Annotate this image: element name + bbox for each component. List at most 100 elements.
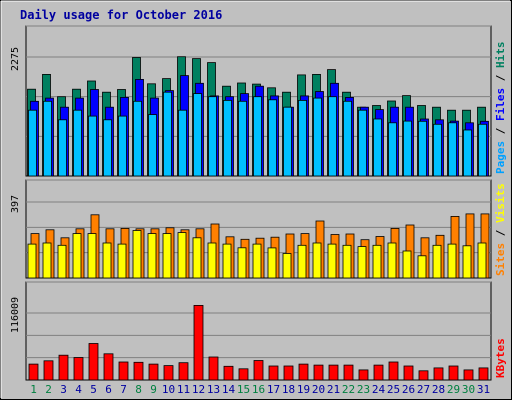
bar-kbytes-day-11 [178, 362, 189, 381]
bar-pages-day-17 [268, 99, 277, 177]
bar-sites-day-5 [87, 233, 97, 279]
bar-kbytes-day-13 [208, 356, 219, 381]
legend-part: Pages [494, 141, 507, 174]
bar-pages-day-27 [418, 120, 427, 177]
bar-pages-day-5 [88, 115, 97, 177]
bar-sites-day-21 [327, 243, 337, 279]
bar-kbytes-day-2 [43, 360, 54, 381]
bar-sites-day-20 [312, 242, 322, 279]
legend-part: Sites [494, 243, 507, 276]
bar-sites-day-18 [282, 253, 292, 279]
x-tick-label-17: 17 [267, 383, 280, 396]
x-tick-label-13: 13 [207, 383, 220, 396]
bar-kbytes-day-7 [118, 361, 129, 381]
panel-visits-sites: 397 Sites / Visits [10, 179, 507, 279]
bar-kbytes-day-25 [388, 361, 399, 381]
bar-pages-day-15 [238, 100, 247, 177]
x-axis-labels: 1 2 3 4 5 6 7 8 9 10 11 12 13 14 15 16 17 18 19 20 21 22 23 24 2… [30, 383, 490, 396]
legend-part: / [494, 121, 507, 141]
bar-kbytes-day-10 [163, 365, 174, 381]
bar-pages-day-28 [433, 123, 442, 177]
x-tick-label-2: 2 [45, 383, 52, 396]
bar-pages-day-23 [358, 109, 367, 177]
bar-pages-day-10 [163, 91, 172, 177]
bar-pages-day-6 [103, 119, 112, 177]
legend-part: / [494, 68, 507, 88]
bar-pages-day-21 [328, 96, 337, 177]
x-tick-label-28: 28 [432, 383, 445, 396]
side-legend: Sites / Visits [494, 183, 507, 276]
bar-pages-day-2 [43, 100, 52, 177]
bar-pages-day-19 [298, 100, 307, 177]
bar-pages-day-30 [463, 129, 472, 177]
x-tick-label-4: 4 [75, 383, 82, 396]
legend-part: Visits [494, 183, 507, 223]
bar-kbytes-day-8 [133, 361, 144, 381]
x-tick-label-29: 29 [447, 383, 460, 396]
x-tick-label-22: 22 [342, 383, 355, 396]
bar-sites-day-17 [267, 247, 277, 279]
x-tick-label-16: 16 [252, 383, 265, 396]
x-tick-label-11: 11 [177, 383, 190, 396]
side-legend: KBytes [494, 338, 507, 378]
bar-sites-day-2 [42, 242, 52, 279]
bar-kbytes-day-3 [58, 354, 69, 381]
bar-sites-day-1 [27, 243, 37, 279]
bar-sites-day-10 [162, 233, 172, 279]
bar-kbytes-day-1 [28, 363, 39, 381]
bar-sites-day-26 [402, 250, 412, 279]
bar-sites-day-9 [147, 233, 157, 279]
bar-sites-day-23 [357, 246, 367, 279]
x-tick-label-31: 31 [477, 383, 490, 396]
x-tick-label-30: 30 [462, 383, 475, 396]
y-tick-label: 2275 [10, 47, 21, 71]
bar-pages-day-13 [208, 96, 217, 177]
bar-pages-day-11 [178, 109, 187, 177]
bar-sites-day-31 [477, 242, 487, 279]
bar-sites-day-29 [447, 243, 457, 279]
panels-layer: 2275 Pages / Files / Hits 397 Sites / Visit… [10, 25, 507, 381]
x-tick-label-23: 23 [357, 383, 370, 396]
legend-part: Files [494, 88, 507, 121]
bar-sites-day-24 [372, 244, 382, 279]
bar-pages-day-22 [343, 100, 352, 177]
x-tick-label-7: 7 [120, 383, 127, 396]
bar-sites-day-7 [117, 243, 127, 279]
bar-pages-day-12 [193, 93, 202, 177]
bar-kbytes-day-6 [103, 353, 114, 381]
bar-kbytes-day-19 [298, 363, 309, 381]
bar-kbytes-day-15 [238, 368, 249, 381]
x-tick-label-27: 27 [417, 383, 430, 396]
bar-sites-day-6 [102, 242, 112, 279]
bar-kbytes-day-18 [283, 365, 294, 381]
bar-kbytes-day-27 [418, 370, 429, 381]
bar-kbytes-day-14 [223, 365, 234, 381]
y-tick-label: 116009 [10, 297, 21, 333]
bar-kbytes-day-20 [313, 364, 324, 381]
bar-kbytes-day-21 [328, 364, 339, 381]
x-tick-label-5: 5 [90, 383, 97, 396]
bar-kbytes-day-5 [88, 343, 99, 381]
bar-kbytes-day-26 [403, 365, 414, 381]
bar-kbytes-day-16 [253, 360, 264, 381]
x-tick-label-26: 26 [402, 383, 415, 396]
x-tick-label-18: 18 [282, 383, 295, 396]
bar-pages-day-14 [223, 100, 232, 177]
bar-kbytes-day-22 [343, 364, 354, 381]
x-tick-label-19: 19 [297, 383, 310, 396]
x-tick-label-6: 6 [105, 383, 112, 396]
bar-kbytes-day-12 [193, 304, 204, 381]
bar-pages-day-29 [448, 122, 457, 177]
bar-pages-day-25 [388, 122, 397, 177]
bar-sites-day-19 [297, 244, 307, 279]
x-tick-label-15: 15 [237, 383, 250, 396]
bar-pages-day-7 [118, 115, 127, 177]
bar-pages-day-16 [253, 96, 262, 177]
x-tick-label-1: 1 [30, 383, 37, 396]
bar-sites-day-11 [177, 232, 187, 279]
bar-pages-day-3 [58, 119, 67, 177]
legend-part: Hits [494, 42, 507, 69]
x-tick-label-25: 25 [387, 383, 400, 396]
bar-sites-day-30 [462, 245, 472, 279]
x-tick-label-9: 9 [150, 383, 157, 396]
